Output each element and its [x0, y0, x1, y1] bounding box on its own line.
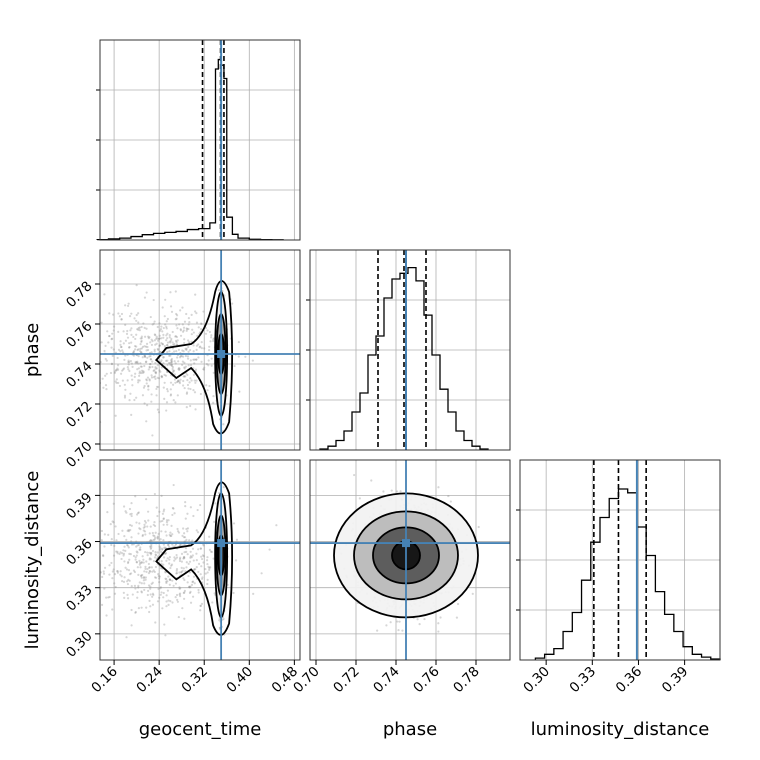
- y-tick-label: 0.76: [63, 318, 96, 351]
- x-tick-label: 0.30: [520, 664, 553, 697]
- x-tick-label: 0.74: [370, 664, 403, 697]
- x-tick-label: 0.39: [659, 664, 692, 697]
- y-tick-label: 0.33: [63, 582, 96, 615]
- scatter-panel-phase-luminosity_distance: [309, 459, 511, 661]
- x-tick-label: 0.70: [290, 664, 323, 697]
- panel-frame: [309, 459, 511, 661]
- scatter-points: [333, 473, 480, 633]
- x-axis-title-phase: phase: [383, 719, 437, 740]
- x-tick-label: 0.36: [613, 664, 646, 697]
- histogram-phase: [319, 266, 489, 450]
- panel-frame: [519, 459, 721, 661]
- x-axis-title-geocent_time: geocent_time: [139, 719, 262, 740]
- y-tick-label: 0.36: [63, 536, 96, 569]
- hist-panel-luminosity_distance: [516, 459, 721, 661]
- x-tick-label: 0.78: [450, 664, 483, 697]
- histogram-geocent_time: [96, 58, 284, 241]
- x-tick-label: 0.24: [133, 664, 166, 697]
- hist-panel-phase: [306, 249, 511, 451]
- y-axis-title-luminosity_distance: luminosity_distance: [22, 471, 43, 650]
- scatter-panel-geocent_time-phase: [99, 249, 301, 451]
- x-tick-label: 0.72: [330, 664, 363, 697]
- x-tick-label: 0.32: [178, 664, 211, 697]
- scatter-panel-geocent_time-luminosity_distance: [99, 459, 301, 661]
- x-tick-label: 0.76: [410, 664, 443, 697]
- panel-frame: [309, 249, 511, 451]
- truth-marker: [217, 350, 226, 358]
- y-tick-label: 0.72: [63, 398, 96, 431]
- y-tick-label: 0.70: [63, 438, 96, 471]
- panel-frame: [99, 459, 301, 661]
- hist-panel-geocent_time: [96, 39, 301, 241]
- y-tick-label: 0.74: [63, 358, 96, 391]
- scatter-points: [100, 481, 278, 639]
- truth-marker: [402, 539, 410, 548]
- y-axis-title-phase: phase: [22, 323, 43, 377]
- histogram-luminosity_distance: [534, 488, 721, 660]
- x-axis-title-luminosity_distance: luminosity_distance: [531, 719, 710, 740]
- truth-marker: [217, 539, 226, 548]
- y-tick-label: 0.39: [63, 490, 96, 523]
- panel-frame: [99, 39, 301, 241]
- panel-frame: [99, 249, 301, 451]
- x-tick-label: 0.40: [224, 664, 257, 697]
- x-tick-label: 0.33: [567, 664, 600, 697]
- y-tick-label: 0.30: [63, 628, 96, 661]
- x-tick-label: 0.16: [88, 664, 121, 697]
- y-tick-label: 0.78: [63, 278, 96, 311]
